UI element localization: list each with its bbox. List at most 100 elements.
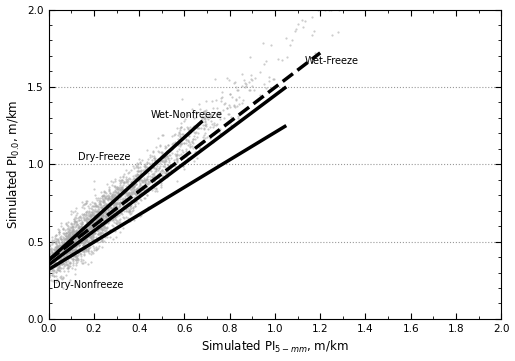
Point [97, 225, 105, 231]
Point [45, 246, 53, 252]
Point [124, 186, 132, 192]
Point [57, 252, 65, 257]
Point [104, 197, 112, 203]
Point [96, 214, 105, 220]
Point [79, 231, 87, 237]
Point [54, 244, 62, 250]
Point [112, 234, 121, 240]
Point [46, 252, 55, 258]
Point [81, 216, 90, 221]
Point [107, 207, 115, 213]
Point [113, 201, 121, 207]
Point [79, 232, 87, 238]
Point [81, 222, 90, 227]
Point [53, 267, 61, 273]
Point [108, 210, 116, 216]
Point [62, 249, 71, 255]
Point [116, 182, 124, 188]
Point [136, 189, 144, 195]
Point [148, 171, 157, 177]
Point [57, 236, 65, 242]
Point [64, 234, 72, 240]
Point [160, 159, 168, 165]
Point [79, 248, 88, 254]
Point [59, 249, 67, 255]
Point [314, 6, 322, 12]
Point [223, 105, 231, 111]
Point [53, 252, 61, 257]
Point [134, 173, 143, 178]
Point [60, 248, 68, 254]
Point [158, 155, 166, 160]
Point [155, 149, 163, 155]
Point [45, 257, 53, 263]
Point [78, 260, 87, 266]
Point [45, 272, 53, 278]
Point [99, 208, 108, 214]
Point [132, 162, 141, 168]
Point [200, 126, 208, 132]
Point [84, 225, 93, 231]
Point [60, 261, 68, 266]
Point [69, 244, 77, 250]
Point [127, 181, 135, 187]
Point [150, 174, 158, 179]
Point [78, 237, 87, 243]
Point [177, 142, 185, 147]
Point [111, 204, 119, 210]
Point [202, 123, 211, 129]
Point [226, 119, 234, 125]
Point [45, 250, 53, 256]
Point [126, 206, 134, 212]
Point [101, 213, 110, 219]
Point [156, 156, 164, 161]
Point [84, 205, 93, 211]
Point [146, 154, 154, 160]
Point [107, 216, 115, 221]
Point [119, 204, 128, 209]
Point [51, 256, 59, 262]
Point [125, 197, 133, 203]
Point [51, 260, 59, 266]
Point [122, 202, 130, 208]
Point [92, 203, 100, 209]
Point [45, 262, 53, 268]
Point [201, 123, 209, 129]
Point [142, 183, 150, 189]
Point [68, 238, 77, 244]
Point [81, 259, 89, 265]
Point [91, 206, 99, 212]
Point [98, 227, 106, 232]
Point [81, 229, 89, 235]
Point [260, 82, 268, 87]
Point [101, 226, 110, 231]
Point [76, 232, 84, 238]
Point [48, 250, 56, 256]
Point [174, 132, 182, 138]
Point [58, 276, 66, 282]
Point [129, 189, 137, 195]
Point [58, 261, 66, 267]
Point [45, 257, 53, 263]
Point [183, 151, 191, 156]
Point [125, 208, 133, 214]
Point [98, 222, 107, 227]
Point [78, 199, 86, 204]
Point [73, 230, 81, 236]
Point [61, 240, 70, 245]
Point [88, 224, 96, 230]
Point [74, 233, 82, 239]
Point [94, 226, 102, 231]
Point [70, 242, 78, 248]
Point [59, 241, 67, 247]
Point [84, 209, 93, 215]
Point [97, 205, 106, 211]
Point [100, 219, 108, 225]
Point [118, 196, 126, 202]
Point [85, 212, 94, 218]
Point [47, 246, 56, 252]
Point [54, 239, 62, 244]
Point [122, 208, 130, 214]
Point [82, 236, 90, 242]
Point [206, 135, 214, 141]
